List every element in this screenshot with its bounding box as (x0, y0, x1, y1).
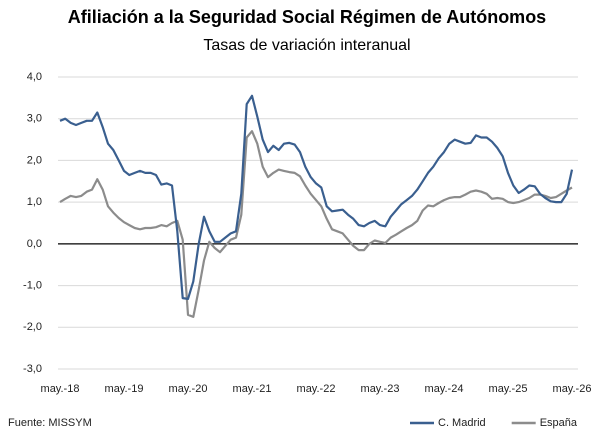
legend-label: España (540, 417, 578, 429)
x-tick-label: may.-20 (169, 383, 208, 395)
x-tick-label: may.-19 (105, 383, 144, 395)
x-tick-label: may.-23 (361, 383, 400, 395)
y-tick-label: 0,0 (27, 238, 42, 250)
x-tick-label: may.-22 (297, 383, 336, 395)
x-tick-label: may.-21 (233, 383, 272, 395)
y-tick-label: 4,0 (27, 71, 42, 83)
legend-label: C. Madrid (438, 417, 486, 429)
x-tick-label: may.-18 (41, 383, 80, 395)
x-tick-label: may.-26 (553, 383, 592, 395)
y-tick-label: 2,0 (27, 154, 42, 166)
x-tick-label: may.-25 (489, 383, 528, 395)
y-tick-label: 3,0 (27, 113, 42, 125)
y-tick-label: -2,0 (23, 321, 42, 333)
series-line (59, 130, 573, 318)
chart-subtitle: Tasas de variación interanual (203, 37, 410, 54)
source: Fuente: MISSYM (8, 417, 92, 429)
chart-title: Afiliación a la Seguridad Social Régimen… (68, 7, 546, 27)
x-tick-label: may.-24 (425, 383, 464, 395)
series-line (59, 94, 574, 300)
y-tick-label: -1,0 (23, 279, 42, 291)
y-tick-label: -3,0 (23, 363, 42, 375)
y-tick-label: 1,0 (27, 196, 42, 208)
